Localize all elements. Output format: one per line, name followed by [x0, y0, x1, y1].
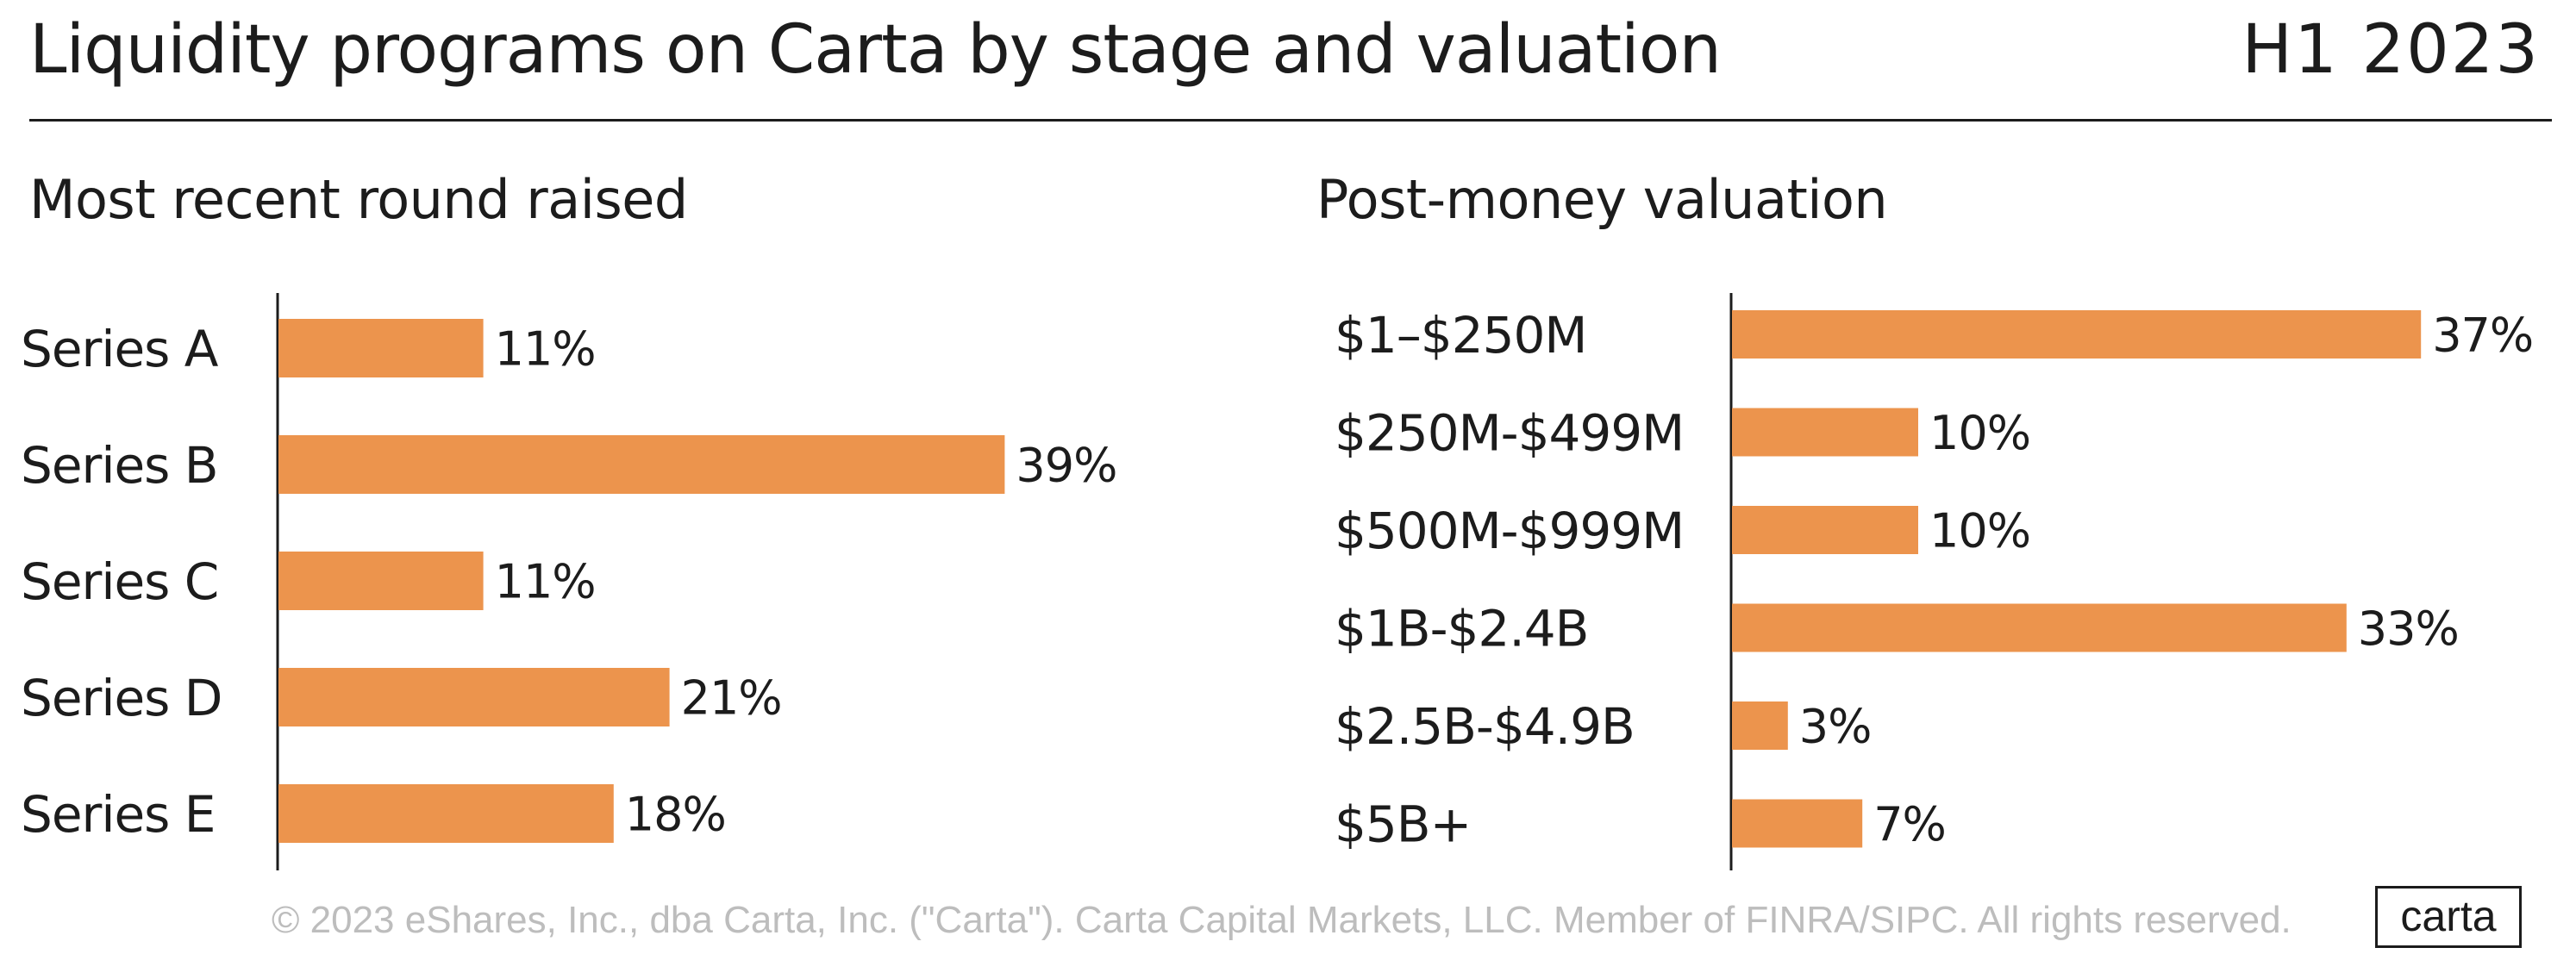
carta-logo: carta — [2375, 886, 2522, 948]
value-label: 33% — [2358, 602, 2459, 656]
right-chart-subtitle: Post-money valuation — [1316, 168, 1888, 231]
category-label: $1B-$2.4B — [1335, 599, 1588, 658]
value-label: 39% — [1016, 438, 1116, 492]
bar — [1732, 408, 1918, 457]
value-label: 37% — [2432, 308, 2533, 362]
category-label: $2.5B-$4.9B — [1335, 697, 1635, 756]
period-label: H1 2023 — [2241, 11, 2540, 89]
copyright-footer: © 2023 eShares, Inc., dba Carta, Inc. ("… — [272, 899, 2292, 941]
bar — [278, 784, 614, 843]
value-label: 3% — [1799, 699, 1872, 753]
bar — [278, 552, 484, 610]
title-divider — [29, 119, 2552, 122]
category-label: Series B — [21, 436, 218, 495]
value-label: 10% — [1929, 503, 2030, 558]
value-label: 11% — [495, 554, 596, 608]
left-chart-subtitle: Most recent round raised — [29, 168, 688, 231]
chart-title: Liquidity programs on Carta by stage and… — [29, 11, 1722, 89]
value-label: 10% — [1929, 406, 2030, 460]
valuation-chart: $1–$250M 37% $250M-$499M 10% $500M-$999M 10% $… — [1335, 293, 2534, 870]
value-label: 21% — [681, 670, 782, 725]
bar — [278, 435, 1005, 494]
bar — [1732, 506, 1918, 554]
bar — [1732, 310, 2422, 359]
bar — [1732, 701, 1788, 750]
value-label: 11% — [495, 321, 596, 376]
category-label: Series E — [21, 785, 215, 844]
bar — [1732, 799, 1863, 848]
bar — [1732, 603, 2347, 652]
category-label: $1–$250M — [1335, 306, 1586, 365]
bar — [278, 668, 670, 726]
value-label: 18% — [625, 787, 726, 841]
category-label: Series D — [21, 669, 222, 727]
bar — [278, 319, 484, 377]
category-label: Series A — [21, 320, 219, 378]
round-raised-chart: Series A 11% Series B 39% Series C 11% Series … — [21, 293, 1117, 870]
category-label: $500M-$999M — [1335, 502, 1684, 560]
category-label: $250M-$499M — [1335, 403, 1684, 462]
category-label: $5B+ — [1335, 795, 1471, 853]
value-label: 7% — [1873, 797, 1946, 851]
category-label: Series C — [21, 552, 218, 611]
